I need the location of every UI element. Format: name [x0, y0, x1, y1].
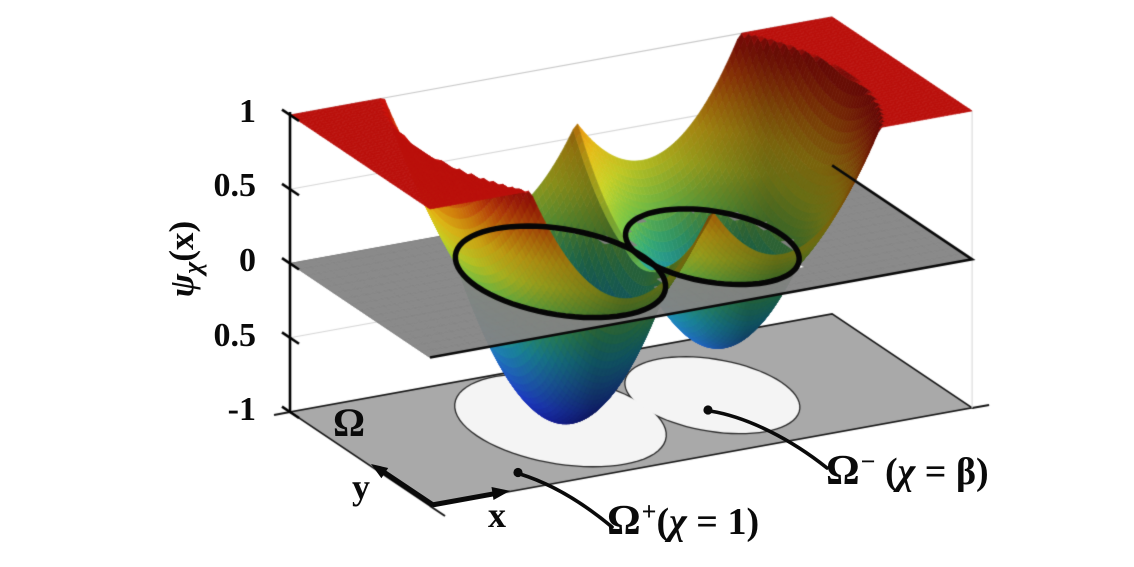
omega-plus-value: 1 [727, 501, 747, 543]
omega-minus-lparen: ( [884, 451, 898, 493]
domain-omega-label: Ω [333, 400, 366, 445]
omega-plus-lparen: ( [656, 501, 670, 543]
omega-plus-sup: + [641, 497, 657, 526]
chi-subscript: χ [178, 261, 207, 274]
x-axis-label: x [488, 495, 506, 535]
omega-plus-rparen: ) [746, 501, 760, 543]
omega-minus-rparen: ) [975, 451, 989, 493]
z-tick-neg1: -1 [227, 391, 256, 428]
paren-close: ) [162, 220, 201, 233]
omega-plus-annotation: Ω+(χ = 1) [607, 497, 759, 545]
omega-plus-symbol: Ω [607, 498, 641, 544]
omega-minus-symbol: Ω [826, 448, 860, 494]
omega-minus-chi: χ [897, 451, 916, 493]
omega-minus-annotation: Ω− (χ = β) [826, 447, 989, 495]
z-tick-1: 1 [239, 93, 256, 130]
omega-plus-chi: χ [669, 501, 687, 543]
y-axis-label: y [352, 467, 370, 507]
z-tick-0: 0 [239, 242, 256, 279]
omega-plus-eq: = [686, 501, 728, 543]
x-vector-symbol: x [162, 232, 201, 251]
omega-minus-sup: − [860, 447, 876, 476]
psi-symbol: ψ [162, 273, 201, 298]
omega-minus-eq: = [915, 451, 956, 493]
omega-minus-value: β [955, 451, 976, 493]
z-tick-neg0p5: 0.5 [213, 317, 257, 354]
z-tick-0p5: 0.5 [213, 167, 257, 204]
z-axis-label: ψχ(x) [160, 174, 207, 344]
paren-open: ( [162, 250, 201, 262]
